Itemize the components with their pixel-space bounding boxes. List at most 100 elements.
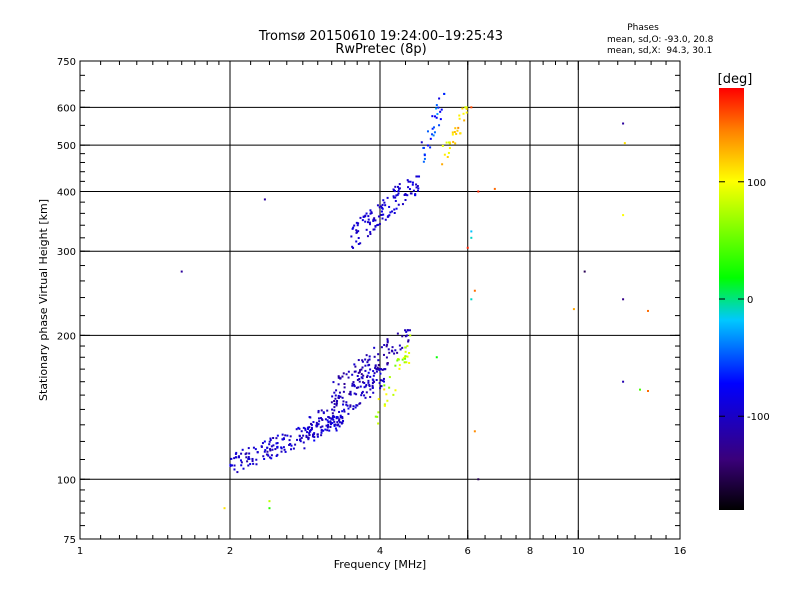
data-point [422, 146, 425, 149]
data-point [372, 374, 375, 377]
data-point [358, 370, 361, 373]
data-point [382, 380, 385, 383]
data-point [377, 353, 380, 356]
data-point [384, 368, 387, 371]
data-point [276, 445, 279, 448]
data-point [331, 408, 334, 411]
data-point [443, 92, 446, 95]
data-point [380, 379, 383, 382]
data-point [269, 448, 272, 451]
data-point [289, 435, 292, 438]
data-point [377, 359, 380, 362]
data-point [423, 154, 426, 157]
data-point [374, 365, 377, 368]
data-point [362, 374, 365, 377]
data-point [402, 356, 405, 359]
data-point [300, 430, 303, 433]
data-point [386, 343, 389, 346]
data-point [311, 435, 314, 438]
data-point [639, 388, 642, 391]
colorbar-tick-label: 0 [747, 295, 753, 306]
data-point [266, 446, 269, 449]
data-point [349, 391, 352, 394]
data-point [337, 396, 340, 399]
data-point [355, 393, 358, 396]
data-point [354, 365, 357, 368]
data-point [470, 298, 473, 301]
y-tick-label: 100 [57, 475, 76, 486]
data-point [408, 188, 411, 191]
data-point [340, 415, 343, 418]
data-point [372, 219, 375, 222]
data-point [298, 438, 301, 441]
data-point [330, 417, 333, 420]
data-point [388, 376, 391, 379]
data-point [361, 219, 364, 222]
data-point [229, 463, 232, 466]
data-point [352, 246, 355, 249]
data-point [418, 175, 421, 178]
data-point [353, 392, 356, 395]
data-point [367, 364, 370, 367]
data-point [373, 217, 376, 220]
data-point [408, 361, 411, 364]
data-point [353, 224, 356, 227]
data-point [355, 231, 358, 234]
data-point [372, 370, 375, 373]
data-point [268, 507, 271, 510]
data-point [263, 450, 266, 453]
data-point [401, 346, 404, 349]
data-point [247, 456, 250, 459]
data-point [307, 427, 310, 430]
data-point [367, 379, 370, 382]
data-point [341, 410, 344, 413]
data-point [451, 131, 454, 134]
data-point [275, 455, 278, 458]
data-point [366, 235, 369, 238]
colorbar-tick-label: -100 [747, 412, 770, 423]
data-point [622, 298, 625, 301]
data-point [369, 233, 372, 236]
data-point [398, 344, 401, 347]
data-point [329, 423, 332, 426]
data-point [367, 215, 370, 218]
data-point [361, 359, 364, 362]
data-point [342, 372, 345, 375]
data-point [376, 415, 379, 418]
data-point [299, 440, 302, 443]
data-point [359, 216, 362, 219]
data-point [297, 426, 300, 429]
data-point [360, 392, 363, 395]
data-point [345, 373, 348, 376]
data-point [326, 429, 329, 432]
data-point [456, 129, 459, 132]
data-point [373, 355, 376, 358]
data-point [275, 437, 278, 440]
x-tick-label: 16 [674, 546, 687, 557]
data-point [319, 426, 322, 429]
data-point [245, 456, 248, 459]
data-point [281, 438, 284, 441]
data-point [326, 419, 329, 422]
data-point [331, 422, 334, 425]
data-point [313, 432, 316, 435]
data-point [380, 346, 383, 349]
data-point [241, 448, 244, 451]
data-point [325, 424, 328, 427]
data-point [426, 130, 429, 133]
data-point [347, 407, 350, 410]
data-point [331, 395, 334, 398]
data-point [352, 408, 355, 411]
data-point [341, 415, 344, 418]
colorbar-ticks: 100 0 -100 [719, 178, 770, 423]
y-tick-label: 300 [57, 247, 76, 258]
data-point [622, 214, 625, 217]
data-point [371, 384, 374, 387]
data-point [240, 452, 243, 455]
data-point [366, 221, 369, 224]
data-point [316, 435, 319, 438]
data-point [383, 403, 386, 406]
data-point [395, 207, 398, 210]
data-point [410, 192, 413, 195]
data-point [280, 450, 283, 453]
